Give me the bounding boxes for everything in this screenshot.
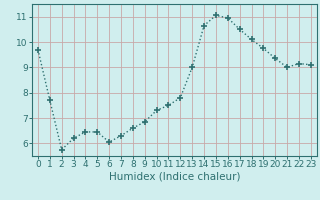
X-axis label: Humidex (Indice chaleur): Humidex (Indice chaleur): [109, 172, 240, 182]
